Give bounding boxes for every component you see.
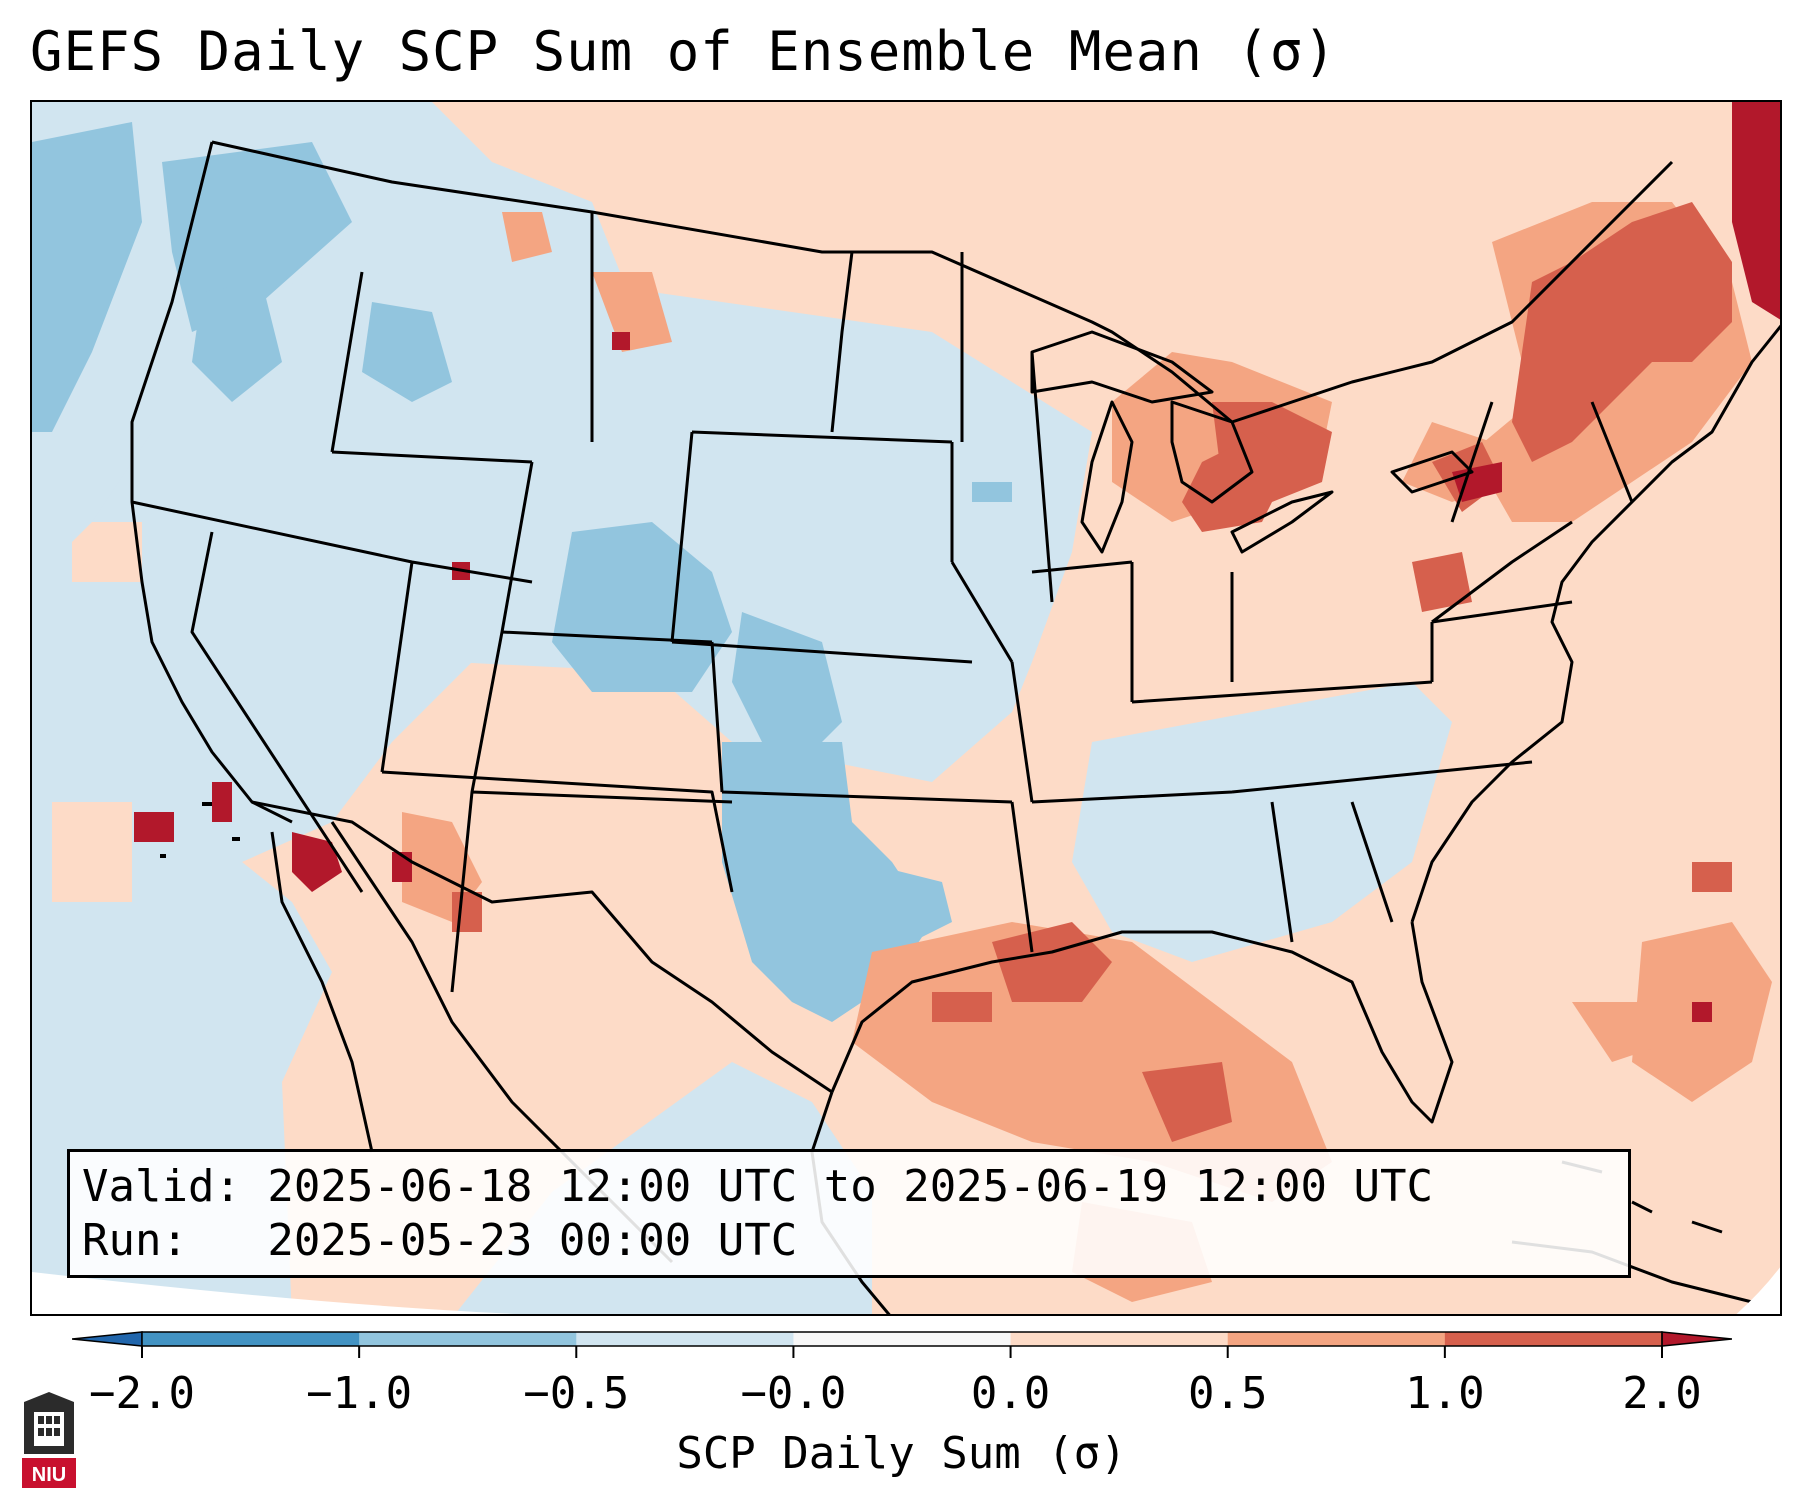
logo-text: NIU [32,1464,66,1486]
valid-run-info-box: Valid: 2025-06-18 12:00 UTC to 2025-06-1… [67,1149,1631,1278]
gulf-coast [830,921,1454,1124]
state-lines [131,212,1634,993]
extreme-positive-layer [134,102,1780,1022]
colorbar-tick-label: 1.0 [1405,1368,1485,1419]
colorbar-tick-label: −0.0 [740,1368,847,1419]
east-coast [1410,324,1780,923]
colorbar [72,1331,1732,1358]
colorbar-cell [793,1332,1012,1346]
colorbar-label: SCP Daily Sum (σ) [676,1428,1127,1479]
chart-title: GEFS Daily SCP Sum of Ensemble Mean (σ) [30,20,1337,83]
colorbar-tick-label: 0.0 [970,1368,1051,1419]
map-panel [30,100,1782,1316]
colorbar-tick-label: −2.0 [89,1368,195,1419]
colorbar-ticks [141,1346,1663,1358]
baja-coast [270,831,374,1153]
colorbar-cell [1444,1332,1663,1346]
colorbar-cell [1010,1332,1229,1346]
colorbar-extend-high [1661,1331,1732,1347]
colorbar-extend-low [72,1331,143,1347]
niu-logo: NIU [22,1392,76,1488]
boundary-lines [130,140,1780,1314]
colorbar-cells [72,1331,1732,1347]
colorbar-tick-label: 2.0 [1622,1368,1702,1419]
projection-edge [32,1272,517,1314]
colorbar-outline [141,1331,1663,1347]
west-coast [130,141,293,824]
lake-ontario [1390,450,1474,494]
small-islands [160,802,240,858]
colorbar-cell [576,1332,794,1346]
colorbar-tick-label: 0.5 [1187,1368,1268,1419]
map-canvas [32,102,1780,1314]
run-time-line: Run: 2025-05-23 00:00 UTC [82,1215,798,1266]
lake-michigan [1080,400,1134,554]
colorbar-cell [359,1332,577,1346]
lake-huron [1170,400,1254,504]
valid-time-line: Valid: 2025-06-18 12:00 UTC to 2025-06-1… [82,1161,1434,1212]
projection-edge-right [1736,1267,1780,1314]
us-canada-border [211,140,1674,424]
us-mexico-border [251,800,833,1094]
colorbar-tick-label: −1.0 [306,1368,413,1419]
colorbar-cell [1227,1332,1446,1346]
colorbar-tick-label: −0.5 [523,1368,630,1419]
lake-superior [1030,330,1214,404]
lake-erie [1230,490,1334,554]
colorbar-cell [142,1332,360,1346]
